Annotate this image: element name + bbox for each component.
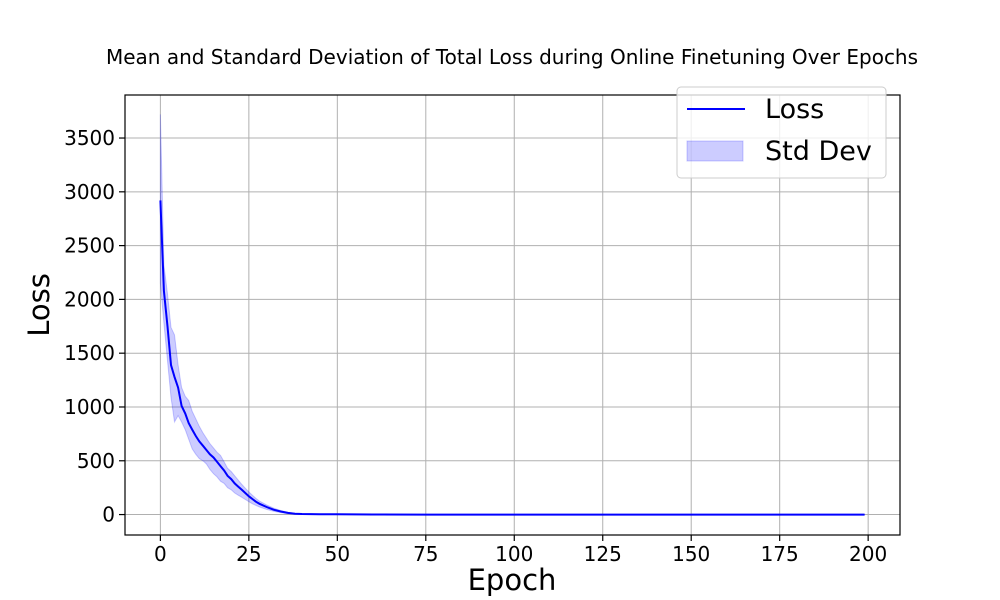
x-axis-label: Epoch	[468, 563, 557, 597]
plot-frame	[124, 94, 901, 536]
legend: Loss Std Dev	[676, 86, 887, 179]
y-tick-label: 3000	[64, 180, 115, 204]
x-tick-label: 50	[325, 542, 350, 566]
y-tick-label: 0	[102, 503, 115, 527]
legend-label-std-dev: Std Dev	[765, 136, 872, 167]
x-tick-label: 100	[495, 542, 533, 566]
y-tick-label: 500	[77, 449, 115, 473]
x-tick-label: 150	[672, 542, 710, 566]
chart-title: Mean and Standard Deviation of Total Los…	[106, 45, 918, 69]
y-axis-ticks: 0 500 1000 1500 2000 2500 3000 3500	[64, 126, 125, 527]
x-tick-label: 125	[584, 542, 622, 566]
x-axis-ticks: 0 25 50 75 100 125 150 175 200	[154, 535, 887, 566]
y-tick-label: 3500	[64, 126, 115, 150]
y-tick-label: 2000	[64, 287, 115, 311]
y-axis-label: Loss	[22, 273, 56, 337]
x-tick-label: 200	[849, 542, 887, 566]
x-tick-label: 175	[761, 542, 799, 566]
x-tick-label: 75	[413, 542, 438, 566]
grid	[125, 95, 900, 535]
legend-band-swatch	[686, 140, 744, 162]
legend-label-loss: Loss	[765, 94, 824, 125]
y-tick-label: 1500	[64, 341, 115, 365]
x-tick-label: 25	[236, 542, 261, 566]
loss-line-group	[159, 200, 865, 516]
x-tick-label: 0	[154, 542, 167, 566]
y-tick-label: 2500	[64, 234, 115, 258]
loss-line	[159, 200, 865, 516]
y-tick-label: 1000	[64, 395, 115, 419]
